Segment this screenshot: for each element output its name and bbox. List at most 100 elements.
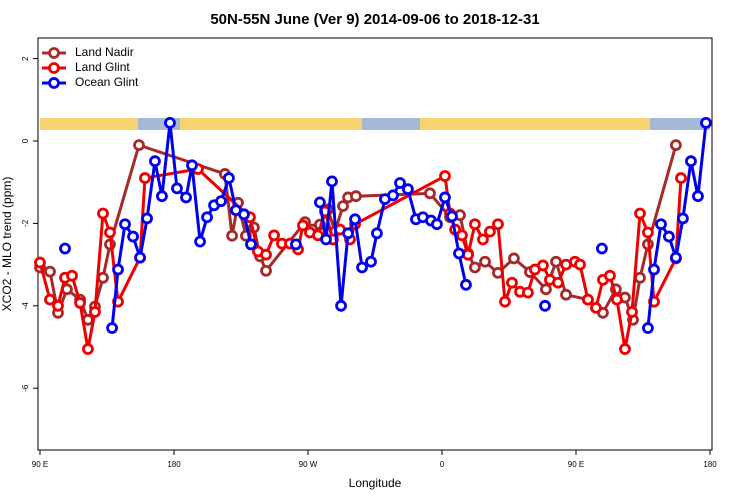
data-point xyxy=(171,182,183,195)
data-point xyxy=(626,306,638,318)
data-point xyxy=(89,306,101,318)
data-point xyxy=(342,227,354,240)
data-point xyxy=(460,278,472,291)
y-tick-label: -6 xyxy=(21,384,30,392)
data-point xyxy=(670,251,682,264)
data-point xyxy=(431,218,443,231)
data-point xyxy=(119,218,131,231)
data-point xyxy=(320,233,332,246)
data-point xyxy=(156,190,168,203)
data-point xyxy=(692,190,704,203)
data-point xyxy=(479,255,491,268)
data-point xyxy=(164,116,176,129)
data-point xyxy=(215,195,227,208)
data-point xyxy=(349,213,361,226)
legend-marker xyxy=(48,62,60,74)
data-point xyxy=(648,263,660,276)
data-point xyxy=(112,263,124,276)
data-point xyxy=(685,155,697,168)
data-point xyxy=(260,248,272,261)
legend-label: Ocean Glint xyxy=(75,75,139,89)
data-point xyxy=(314,196,326,209)
legend-label: Land Nadir xyxy=(75,45,134,59)
data-point xyxy=(596,242,608,255)
data-point xyxy=(186,159,198,172)
data-point xyxy=(439,170,451,182)
data-point xyxy=(424,187,436,200)
data-point xyxy=(655,218,667,231)
x-tick-label: 180 xyxy=(167,460,181,469)
data-point xyxy=(700,116,712,129)
chart-title: 50N-55N June (Ver 9) 2014-09-06 to 2018-… xyxy=(210,11,539,28)
data-point xyxy=(337,200,349,212)
data-point xyxy=(604,269,616,282)
legend-marker xyxy=(48,47,60,59)
data-point xyxy=(133,139,145,152)
data-point xyxy=(462,248,474,261)
data-point xyxy=(82,343,94,355)
data-point xyxy=(522,286,534,299)
y-axis-label: XCO2 - MLO trend (ppm) xyxy=(0,177,14,312)
legend-label: Land Glint xyxy=(75,60,130,74)
data-point xyxy=(394,177,406,189)
data-point xyxy=(290,238,302,251)
y-tick-label: 2 xyxy=(21,56,30,61)
x-axis-label: Longitude xyxy=(349,476,402,490)
data-point xyxy=(506,276,518,289)
data-point xyxy=(297,219,309,232)
data-point xyxy=(201,211,213,224)
x-tick-label: 90 E xyxy=(32,460,48,469)
x-tick-label: 180 xyxy=(703,460,717,469)
data-point xyxy=(670,139,682,152)
data-point xyxy=(642,322,654,334)
data-point xyxy=(141,212,153,225)
data-point xyxy=(539,299,551,312)
data-point xyxy=(371,227,383,240)
data-point xyxy=(97,271,109,284)
data-point xyxy=(238,208,250,221)
data-point xyxy=(675,172,687,184)
data-point xyxy=(66,269,78,282)
data-point xyxy=(590,301,602,314)
data-point xyxy=(180,191,192,204)
data-point xyxy=(106,322,118,334)
data-point xyxy=(245,238,257,251)
data-point xyxy=(44,293,56,306)
data-point xyxy=(226,229,238,242)
data-point xyxy=(540,283,552,296)
data-point xyxy=(582,293,594,306)
data-point xyxy=(439,191,451,204)
data-point xyxy=(387,189,399,202)
data-point xyxy=(537,259,549,272)
data-point xyxy=(508,252,520,265)
data-point xyxy=(194,235,206,248)
data-point xyxy=(260,264,272,277)
data-point xyxy=(223,172,235,184)
land-strip xyxy=(420,118,650,130)
data-point xyxy=(634,207,646,220)
data-point xyxy=(104,226,116,239)
x-tick-label: 0 xyxy=(440,460,445,469)
data-point xyxy=(499,295,511,308)
data-point xyxy=(34,256,46,269)
data-point xyxy=(44,265,56,278)
data-point xyxy=(453,247,465,260)
plot-frame xyxy=(37,37,713,451)
data-point xyxy=(469,261,481,274)
data-point xyxy=(456,229,468,242)
data-point xyxy=(127,230,139,243)
data-point xyxy=(134,251,146,264)
data-point xyxy=(677,212,689,225)
data-point xyxy=(365,255,377,268)
data-point xyxy=(97,207,109,220)
data-point xyxy=(550,255,562,268)
land-strip xyxy=(40,118,138,130)
data-point xyxy=(634,271,646,284)
data-point xyxy=(611,293,623,306)
x-tick-label: 90 E xyxy=(568,460,584,469)
data-point xyxy=(619,343,631,355)
data-point xyxy=(402,183,414,196)
data-point xyxy=(552,276,564,289)
